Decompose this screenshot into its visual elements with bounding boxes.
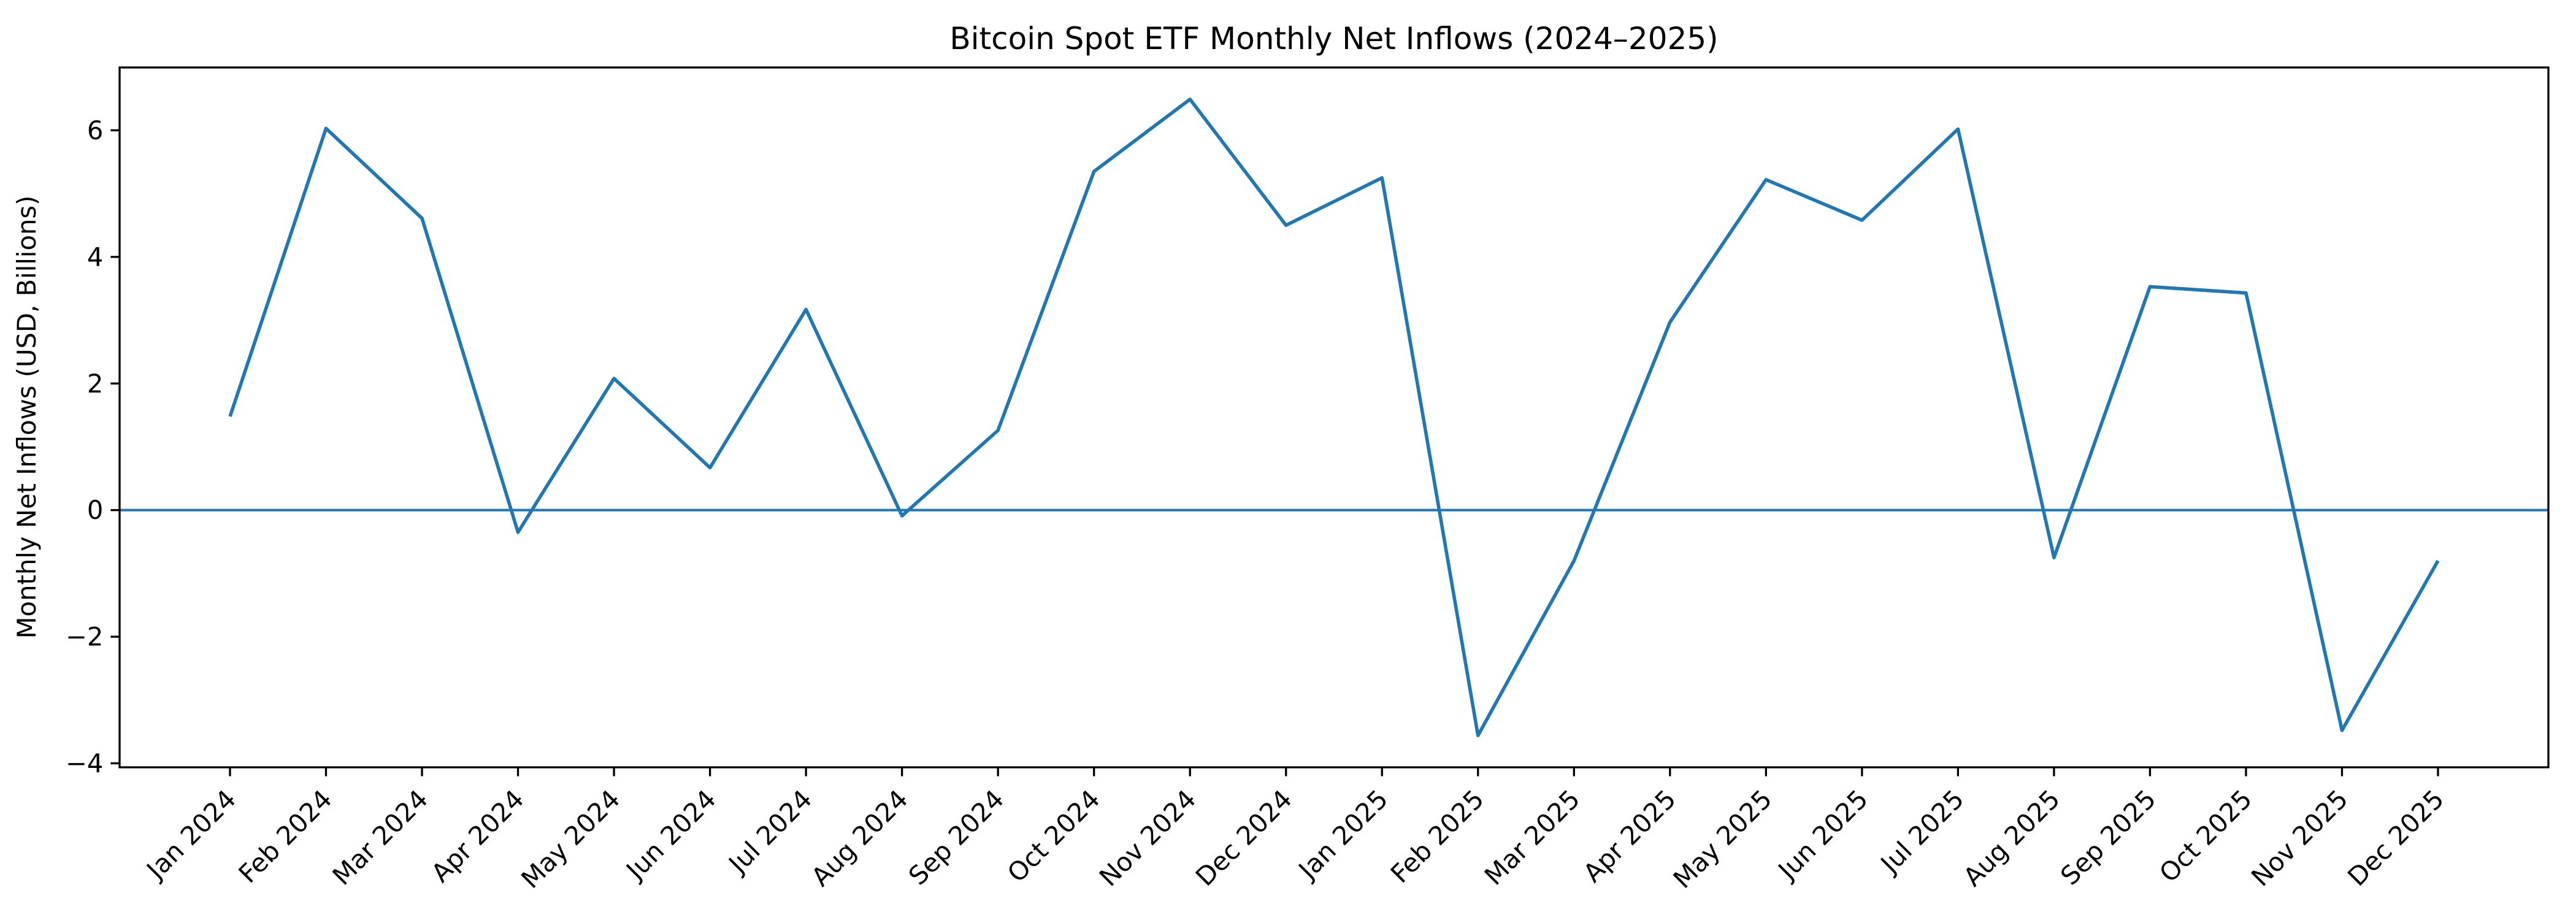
y-tick-label: −4 bbox=[66, 748, 103, 778]
x-tick-label: Dec 2025 bbox=[2342, 784, 2450, 892]
x-tick-label: Dec 2024 bbox=[1190, 784, 1298, 892]
x-tick-label: Apr 2024 bbox=[426, 784, 530, 888]
x-tick-label: Feb 2024 bbox=[232, 784, 337, 889]
y-axis-tick-labels: −4 −2 0 2 4 6 bbox=[66, 115, 103, 778]
x-axis-ticks bbox=[229, 767, 2439, 776]
y-tick-label: −2 bbox=[66, 622, 103, 652]
x-tick-label: Nov 2025 bbox=[2245, 784, 2354, 892]
x-tick-label: Jun 2024 bbox=[619, 784, 721, 886]
data-line bbox=[228, 98, 2440, 737]
x-tick-label: Mar 2025 bbox=[1479, 784, 1586, 891]
x-tick-label: Nov 2024 bbox=[1094, 784, 1202, 892]
x-tick-label: Oct 2024 bbox=[1002, 784, 1106, 888]
x-tick-label: Jul 2024 bbox=[721, 784, 818, 880]
y-tick-label: 6 bbox=[87, 115, 104, 145]
y-axis-label: Monthly Net Inflows (USD, Billions) bbox=[12, 196, 42, 639]
x-tick-label: Jan 2025 bbox=[1292, 784, 1394, 886]
x-tick-label: Aug 2025 bbox=[1957, 784, 2066, 892]
y-axis-ticks bbox=[110, 129, 120, 765]
y-tick-label: 0 bbox=[87, 495, 104, 525]
x-tick-label: Aug 2024 bbox=[805, 784, 914, 892]
y-tick-label: 2 bbox=[87, 369, 104, 399]
x-tick-label: Jan 2024 bbox=[139, 784, 242, 886]
plot-frame bbox=[118, 66, 2550, 769]
x-tick-label: Apr 2025 bbox=[1577, 784, 1682, 888]
x-tick-label: Oct 2025 bbox=[2153, 784, 2258, 888]
x-tick-label: Sep 2024 bbox=[903, 784, 1010, 891]
x-tick-label: Mar 2024 bbox=[326, 784, 434, 891]
x-tick-label: Jul 2025 bbox=[1874, 784, 1970, 880]
x-tick-label: May 2024 bbox=[515, 784, 626, 894]
x-tick-label: May 2025 bbox=[1667, 784, 1777, 894]
chart-title: Bitcoin Spot ETF Monthly Net Inflows (20… bbox=[949, 21, 1718, 56]
x-tick-label: Sep 2025 bbox=[2055, 784, 2162, 891]
x-tick-label: Jun 2025 bbox=[1771, 784, 1874, 886]
x-tick-label: Feb 2025 bbox=[1385, 784, 1490, 889]
y-tick-label: 4 bbox=[87, 242, 104, 272]
